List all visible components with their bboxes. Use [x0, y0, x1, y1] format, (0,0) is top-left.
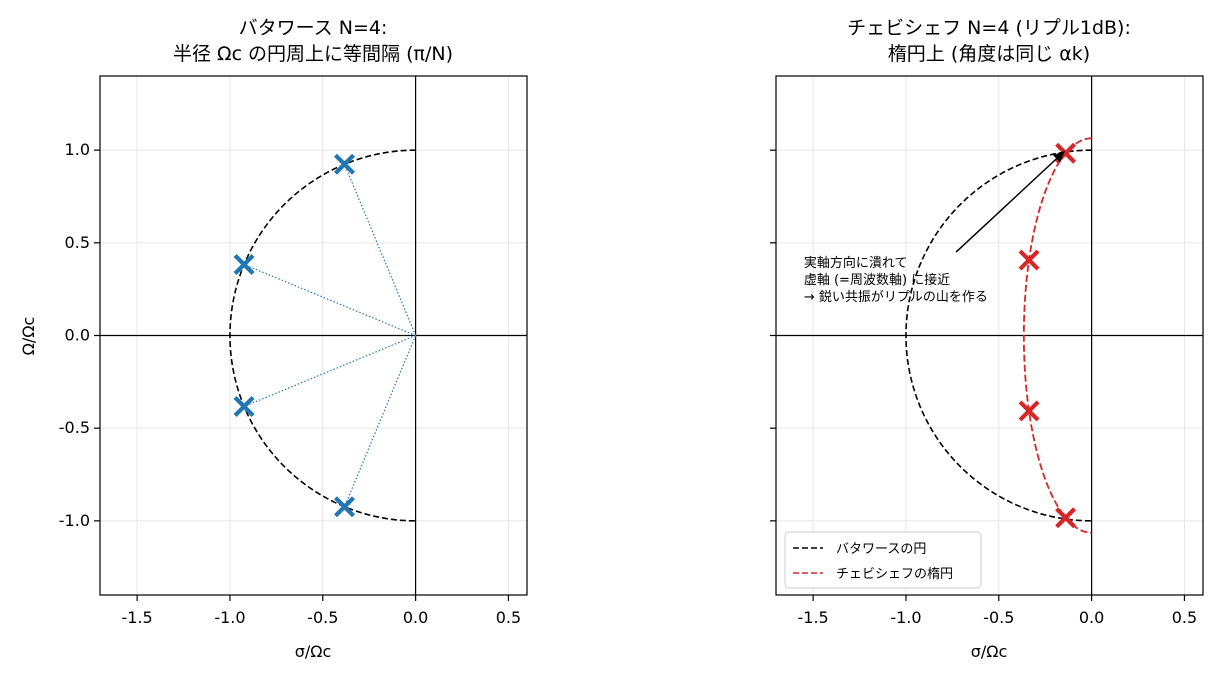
- right-chebyshev-ellipse: [1022, 137, 1092, 534]
- left-pole-rays: [243, 163, 417, 508]
- annotation-line-1: 実軸方向に潰れて: [804, 255, 908, 271]
- left-x-tick-label-4: 0.5: [496, 608, 521, 627]
- right-chart-title-line1: チェビシェフ N=4 (リプル1dB):: [847, 17, 1131, 39]
- left-x-tick-label-0: -1.5: [122, 608, 153, 627]
- legend: バタワースの円 チェビシェフの楕円: [784, 531, 982, 589]
- annotation-line-3: → 鋭い共振がリプルの山を作る: [804, 290, 988, 305]
- left-y-axis-label: Ω/Ωc: [19, 317, 38, 356]
- left-pole-0: [334, 153, 355, 175]
- left-ray-0: [343, 163, 417, 336]
- right-pole-3: [1055, 507, 1077, 529]
- legend-label-butterworth: バタワースの円: [836, 542, 926, 557]
- right-chart-title-line2: 楕円上 (角度は同じ αk): [888, 43, 1090, 65]
- left-butterworth-circle: [229, 149, 416, 522]
- right-x-ticks: -1.5 -1.0 -0.5 0.0 0.5: [798, 595, 1197, 627]
- left-y-ticks: 1.0 0.5 0.0 -0.5 -1.0: [59, 140, 100, 530]
- right-x-axis-label: σ/Ωc: [971, 642, 1008, 661]
- right-x-tick-label-4: 0.5: [1172, 608, 1197, 627]
- left-pole-1: [233, 254, 255, 275]
- left-chart-title-line1: バタワース N=4:: [239, 17, 388, 39]
- right-pole-2: [1018, 400, 1040, 422]
- left-y-tick-label-0: 1.0: [65, 140, 90, 159]
- left-y-tick-label-4: -1.0: [59, 511, 90, 530]
- left-chart: バタワース N=4: 半径 Ωc の円周上に等間隔 (π/N) -1.5 -1.0…: [19, 17, 528, 661]
- left-chart-title-line2: 半径 Ωc の円周上に等間隔 (π/N): [173, 43, 453, 65]
- left-y-tick-label-2: 0.0: [65, 326, 90, 345]
- left-x-axis-label: σ/Ωc: [295, 642, 332, 661]
- left-y-tick-label-3: -0.5: [59, 418, 90, 437]
- right-x-tick-label-2: -0.5: [983, 608, 1014, 627]
- right-y-ticks: [770, 149, 776, 522]
- right-x-tick-label-3: 0.0: [1079, 608, 1104, 627]
- legend-label-chebyshev: チェビシェフの楕円: [836, 567, 953, 582]
- left-poles: [233, 153, 355, 518]
- annotation-line-2: 虚軸 (=周波数軸) に接近: [804, 272, 950, 288]
- right-butterworth-circle: [905, 149, 1092, 522]
- right-pole-1: [1018, 249, 1040, 271]
- left-x-ticks: -1.5 -1.0 -0.5 0.0 0.5: [122, 595, 521, 627]
- left-ray-2: [243, 334, 416, 408]
- annotation-text: 実軸方向に潰れて 虚軸 (=周波数軸) に接近 → 鋭い共振がリプルの山を作る: [804, 255, 988, 305]
- right-x-tick-label-1: -1.0: [890, 608, 921, 627]
- legend-box: [784, 531, 982, 589]
- left-x-tick-label-2: -0.5: [307, 608, 338, 627]
- left-pole-2: [233, 396, 255, 417]
- left-y-tick-label-1: 0.5: [65, 233, 90, 252]
- left-x-tick-label-1: -1.0: [214, 608, 245, 627]
- annotation-arrow: [955, 150, 1066, 253]
- left-x-tick-label-3: 0.0: [403, 608, 428, 627]
- right-chart: チェビシェフ N=4 (リプル1dB): 楕円上 (角度は同じ αk) 実軸方向…: [770, 17, 1204, 661]
- left-ray-3: [343, 335, 417, 508]
- left-pole-3: [334, 496, 355, 518]
- right-x-tick-label-0: -1.5: [798, 608, 829, 627]
- left-ray-1: [243, 263, 416, 337]
